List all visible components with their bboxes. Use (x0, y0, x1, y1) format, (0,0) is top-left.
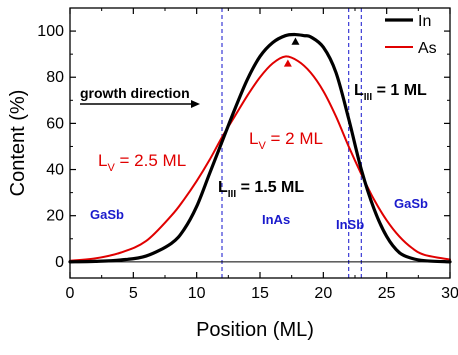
annotation-text: InSb (336, 217, 364, 232)
annotation-text: InAs (262, 212, 290, 227)
y-tick-label: 60 (46, 115, 64, 132)
x-tick-label: 5 (129, 285, 138, 302)
annotation-rest: = 1 ML (372, 82, 427, 99)
annotation-lv25: LV = 2.5 ML (98, 151, 186, 174)
series-lines (68, 32, 452, 264)
annotation-text: L (249, 129, 258, 148)
plot-background (70, 8, 450, 278)
peak-marker-1 (283, 59, 292, 67)
x-tick-label: 25 (378, 285, 396, 302)
y-tick-label: 40 (46, 162, 64, 179)
x-tick-label: 10 (188, 285, 206, 302)
x-tick-label: 20 (314, 285, 332, 302)
annotation-gasb-right: GaSb (394, 196, 428, 211)
y-tick-label: 100 (37, 23, 64, 40)
x-axis-label: Position (ML) (196, 319, 314, 341)
annotation-rest: = 2.5 ML (115, 151, 186, 170)
peak-marker-0 (291, 37, 300, 45)
plot-area (70, 8, 450, 278)
reference-lines (70, 8, 450, 278)
annotation-insb: InSb (336, 217, 364, 232)
annotation-liii1: LIII = 1 ML (354, 82, 427, 103)
annotation-growth: growth direction (80, 85, 190, 101)
annotation-inas: InAs (262, 212, 290, 227)
annotation-text: growth direction (80, 85, 190, 101)
annotation-lv2: LV = 2 ML (249, 129, 323, 152)
annotation-text: GaSb (90, 207, 124, 222)
annotation-text: GaSb (394, 196, 428, 211)
ticks: 0 5 10 15 20 25 30 0 20 40 60 80 100 Position (ML) Con… (7, 8, 458, 341)
legend-label-as: As (418, 40, 437, 57)
annotation-subscript: III (364, 92, 373, 103)
annotation-liii15: LIII = 1.5 ML (218, 179, 304, 200)
annotation-gasb-left: GaSb (90, 207, 124, 222)
annotation-text: L (218, 179, 228, 196)
series-line-in (68, 32, 452, 264)
x-tick-label: 0 (66, 285, 75, 302)
annotation-text: L (98, 151, 107, 170)
annotation-subscript: V (107, 162, 115, 174)
y-tick-label: 0 (55, 254, 64, 271)
y-axis-label: Content (%) (7, 90, 29, 197)
annotation-rest: = 1.5 ML (236, 179, 304, 196)
annotation-subscript: III (228, 189, 237, 200)
annotation-rest: = 2 ML (266, 129, 323, 148)
annotation-text: L (354, 82, 364, 99)
series-line-as (69, 55, 451, 262)
y-tick-label: 20 (46, 208, 64, 225)
peak-markers (283, 37, 300, 67)
x-tick-label: 30 (441, 285, 458, 302)
growth-arrow-head (191, 100, 200, 108)
legend: In As (385, 13, 437, 57)
y-tick-label: 80 (46, 69, 64, 86)
legend-label-in: In (418, 13, 431, 30)
x-tick-label: 15 (251, 285, 269, 302)
annotation-subscript: V (258, 140, 266, 152)
